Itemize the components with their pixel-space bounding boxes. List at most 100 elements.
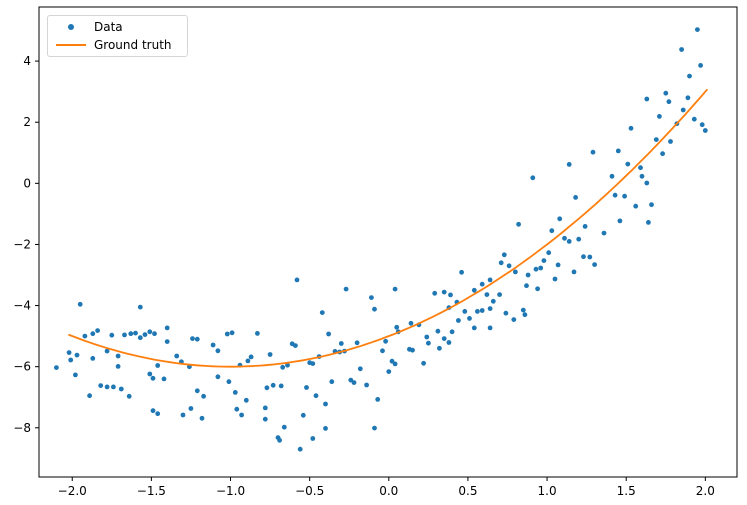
scatter-point bbox=[380, 348, 385, 354]
scatter-point bbox=[520, 307, 526, 313]
scatter-point bbox=[270, 382, 276, 388]
scatter-point bbox=[262, 405, 268, 411]
scatter-point bbox=[201, 393, 207, 399]
scatter-point bbox=[462, 309, 468, 314]
scatter-point bbox=[555, 262, 561, 268]
scatter-point bbox=[668, 139, 673, 144]
scatter-point bbox=[389, 358, 395, 364]
scatter-point bbox=[323, 426, 328, 431]
scatter-point bbox=[239, 412, 245, 418]
scatter-point bbox=[644, 96, 650, 102]
scatter-point bbox=[77, 301, 83, 307]
scatter-point bbox=[471, 287, 477, 293]
scatter-point bbox=[587, 254, 593, 260]
scatter-point bbox=[375, 397, 381, 402]
scatter-point bbox=[549, 228, 555, 234]
scatter-point bbox=[281, 424, 287, 430]
scatter-point bbox=[557, 216, 563, 222]
scatter-point bbox=[487, 306, 493, 311]
scatter-point bbox=[234, 406, 240, 412]
scatter-point bbox=[147, 329, 153, 335]
x-tick-label: 1.5 bbox=[617, 484, 636, 498]
scatter-point bbox=[74, 352, 80, 358]
scatter-point bbox=[392, 361, 398, 367]
scatter-point bbox=[615, 148, 621, 154]
scatter-point bbox=[122, 332, 127, 338]
scatter-point bbox=[66, 350, 72, 355]
scatter-point bbox=[310, 361, 316, 366]
scatter-point bbox=[617, 218, 623, 224]
y-tick-label: 0 bbox=[23, 176, 31, 190]
legend-label-ground-truth: Ground truth bbox=[94, 38, 172, 52]
scatter-point bbox=[161, 376, 167, 382]
scatter-point bbox=[364, 382, 369, 388]
scatter-point bbox=[576, 236, 582, 242]
scatter-point bbox=[313, 393, 319, 399]
scatter-point bbox=[383, 338, 388, 344]
scatter-point bbox=[224, 331, 230, 337]
x-tick-label: −0.5 bbox=[295, 484, 324, 498]
scatter-point bbox=[622, 193, 627, 199]
scatter-point bbox=[657, 114, 662, 119]
scatter-point bbox=[155, 363, 161, 368]
scatter-point bbox=[695, 27, 700, 32]
scatter-point bbox=[155, 411, 161, 417]
scatter-point bbox=[566, 162, 572, 167]
x-tick-label: 0.5 bbox=[458, 484, 477, 498]
legend-marker-cell bbox=[48, 24, 94, 30]
scatter-point bbox=[535, 286, 540, 292]
scatter-point bbox=[501, 252, 507, 258]
scatter-point bbox=[372, 306, 377, 312]
scatter-point bbox=[215, 374, 221, 380]
scatter-point bbox=[424, 334, 430, 340]
scatter-point bbox=[248, 354, 254, 360]
scatter-point bbox=[133, 330, 138, 336]
scatter-point bbox=[351, 380, 357, 385]
scatter-point bbox=[194, 336, 200, 342]
scatter-point bbox=[573, 195, 578, 200]
scatter-point bbox=[612, 192, 618, 198]
scatter-point bbox=[566, 239, 572, 244]
scatter-point bbox=[679, 47, 684, 52]
x-tick-label: −1.0 bbox=[216, 484, 245, 498]
scatter-point bbox=[264, 385, 270, 391]
y-tick-label: −8 bbox=[13, 421, 31, 435]
scatter-point bbox=[437, 345, 442, 351]
scatter-point bbox=[582, 224, 588, 229]
scatter-point bbox=[232, 390, 238, 395]
scatter-point bbox=[601, 230, 607, 236]
scatter-point bbox=[680, 107, 686, 113]
scatter-point bbox=[490, 298, 496, 304]
scatter-point bbox=[653, 137, 659, 143]
scatter-point bbox=[538, 265, 544, 271]
scatter-point bbox=[338, 341, 344, 346]
scatter-point bbox=[300, 412, 306, 418]
scatter-point bbox=[552, 276, 558, 282]
scatter-point bbox=[479, 281, 485, 287]
scatter-point bbox=[174, 353, 180, 359]
scatter-point bbox=[592, 262, 597, 267]
scatter-point bbox=[226, 379, 232, 385]
scatter-point bbox=[267, 352, 273, 357]
scatter-point bbox=[90, 356, 96, 361]
data-point-icon bbox=[68, 24, 74, 30]
scatter-point bbox=[394, 324, 400, 330]
scatter-point bbox=[487, 325, 493, 331]
scatter-point bbox=[245, 358, 251, 364]
scatter-point bbox=[142, 332, 148, 337]
scatter-point bbox=[456, 318, 461, 323]
scatter-point bbox=[392, 286, 398, 292]
legend: Data Ground truth bbox=[47, 15, 188, 57]
y-tick-label: −4 bbox=[13, 299, 31, 313]
scatter-point bbox=[702, 128, 708, 133]
scatter-point bbox=[484, 292, 490, 297]
scatter-point bbox=[541, 258, 547, 263]
scatter-point bbox=[525, 272, 531, 278]
scatter-point bbox=[487, 277, 493, 283]
y-tick-label: 2 bbox=[23, 115, 31, 129]
scatter-point bbox=[310, 436, 316, 441]
scatter-point bbox=[448, 292, 453, 298]
scatter-point bbox=[68, 357, 74, 363]
scatter-point bbox=[229, 330, 235, 336]
scatter-point bbox=[126, 393, 132, 399]
